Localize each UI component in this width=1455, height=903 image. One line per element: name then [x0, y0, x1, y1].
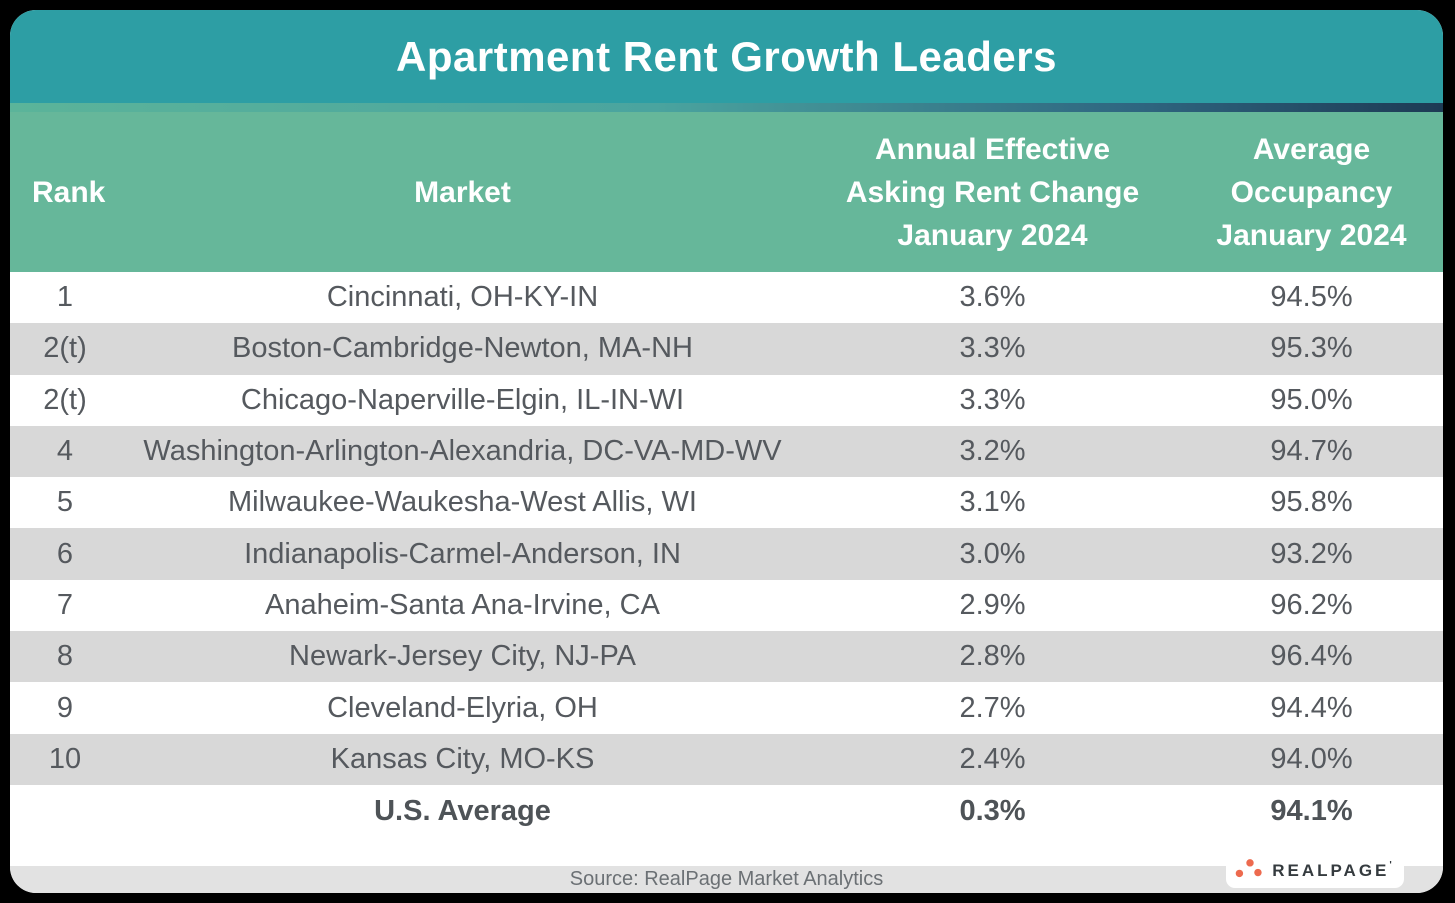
us-average-rent-change: 0.3%: [959, 795, 1026, 827]
realpage-logo: REALPAGE': [1226, 854, 1404, 888]
rank-cell: 9: [56, 691, 74, 724]
table-column-header: Rank Market Annual Effective Asking Rent…: [10, 112, 1443, 272]
infographic-card: Apartment Rent Growth Leaders Rank Marke…: [10, 10, 1443, 893]
rent-change-cell: 3.3%: [959, 383, 1026, 416]
table-row: 6 Indianapolis-Carmel-Anderson, IN 3.0% …: [10, 528, 1443, 580]
rent-change-cell: 3.2%: [959, 435, 1026, 468]
column-header-market: Market: [414, 175, 511, 209]
rent-change-cell: 3.6%: [959, 281, 1026, 314]
occupancy-cell: 94.0%: [1270, 742, 1353, 775]
table-row: 1 Cincinnati, OH-KY-IN 3.6% 94.5%: [10, 272, 1443, 324]
rent-change-cell: 2.8%: [959, 640, 1026, 673]
occupancy-cell: 94.7%: [1270, 435, 1353, 468]
occupancy-cell: 94.4%: [1270, 691, 1353, 724]
market-cell: Newark-Jersey City, NJ-PA: [289, 640, 636, 673]
source-attribution: Source: RealPage Market Analytics: [569, 868, 884, 890]
market-cell: Cleveland-Elyria, OH: [327, 691, 598, 724]
rent-change-cell: 2.9%: [959, 588, 1026, 621]
rank-cell: 8: [56, 640, 74, 673]
table-row: 9 Cleveland-Elyria, OH 2.7% 94.4%: [10, 682, 1443, 734]
footer-bar: Source: RealPage Market Analytics: [10, 866, 1443, 893]
table-row: 2(t) Boston-Cambridge-Newton, MA-NH 3.3%…: [10, 323, 1443, 375]
us-average-occupancy: 94.1%: [1270, 795, 1353, 827]
rank-cell: 5: [56, 486, 74, 519]
market-cell: Cincinnati, OH-KY-IN: [326, 281, 599, 314]
occupancy-cell: 96.2%: [1270, 588, 1353, 621]
us-average-row: U.S. Average 0.3% 94.1%: [10, 785, 1443, 838]
rank-cell: 2(t): [43, 332, 87, 365]
rank-cell: 4: [56, 435, 74, 468]
table-row: 5 Milwaukee-Waukesha-West Allis, WI 3.1%…: [10, 477, 1443, 529]
occupancy-cell: 95.3%: [1270, 332, 1353, 365]
rank-cell: 10: [48, 742, 82, 775]
gradient-divider: [10, 103, 1443, 112]
table-row: 7 Anaheim-Santa Ana-Irvine, CA 2.9% 96.2…: [10, 579, 1443, 632]
realpage-wordmark: REALPAGE': [1272, 860, 1395, 881]
market-cell: Washington-Arlington-Alexandria, DC-VA-M…: [143, 435, 782, 468]
rank-cell: 6: [56, 537, 74, 570]
rent-change-cell: 3.3%: [959, 332, 1026, 365]
rank-cell: 2(t): [43, 383, 87, 416]
column-header-rent-change: Annual Effective Asking Rent Change Janu…: [845, 132, 1140, 252]
market-cell: Anaheim-Santa Ana-Irvine, CA: [265, 588, 660, 621]
column-header-rank: Rank: [32, 175, 106, 209]
table-row: 10 Kansas City, MO-KS 2.4% 94.0%: [10, 733, 1443, 785]
rent-change-cell: 3.0%: [959, 537, 1026, 570]
rent-change-cell: 2.7%: [959, 691, 1026, 724]
rent-change-cell: 3.1%: [959, 486, 1026, 519]
market-cell: Kansas City, MO-KS: [330, 742, 595, 775]
bottom-spacer: [10, 838, 1443, 866]
occupancy-cell: 95.0%: [1270, 383, 1353, 416]
column-header-occupancy: Average Occupancy January 2024: [1216, 132, 1407, 252]
title-bar: Apartment Rent Growth Leaders: [10, 10, 1443, 103]
rank-cell: 1: [56, 281, 74, 314]
market-cell: Indianapolis-Carmel-Anderson, IN: [244, 537, 681, 570]
market-cell: Milwaukee-Waukesha-West Allis, WI: [228, 486, 697, 519]
us-average-label: U.S. Average: [374, 795, 551, 827]
market-cell: Boston-Cambridge-Newton, MA-NH: [232, 332, 693, 365]
table-row: 2(t) Chicago-Naperville-Elgin, IL-IN-WI …: [10, 374, 1443, 426]
rank-cell: 7: [56, 588, 74, 621]
trademark-tick: ': [1389, 860, 1395, 871]
table-row: 4 Washington-Arlington-Alexandria, DC-VA…: [10, 425, 1443, 478]
market-cell: Chicago-Naperville-Elgin, IL-IN-WI: [240, 383, 685, 416]
occupancy-cell: 96.4%: [1270, 640, 1353, 673]
table-row: 8 Newark-Jersey City, NJ-PA 2.8% 96.4%: [10, 631, 1443, 683]
table-body: 1 Cincinnati, OH-KY-IN 3.6% 94.5% 2(t) B…: [10, 272, 1443, 785]
occupancy-cell: 94.5%: [1270, 281, 1353, 314]
page-title: Apartment Rent Growth Leaders: [396, 32, 1057, 80]
occupancy-cell: 95.8%: [1270, 486, 1353, 519]
occupancy-cell: 93.2%: [1270, 537, 1353, 570]
realpage-dots-icon: [1235, 857, 1265, 886]
rent-change-cell: 2.4%: [959, 742, 1026, 775]
